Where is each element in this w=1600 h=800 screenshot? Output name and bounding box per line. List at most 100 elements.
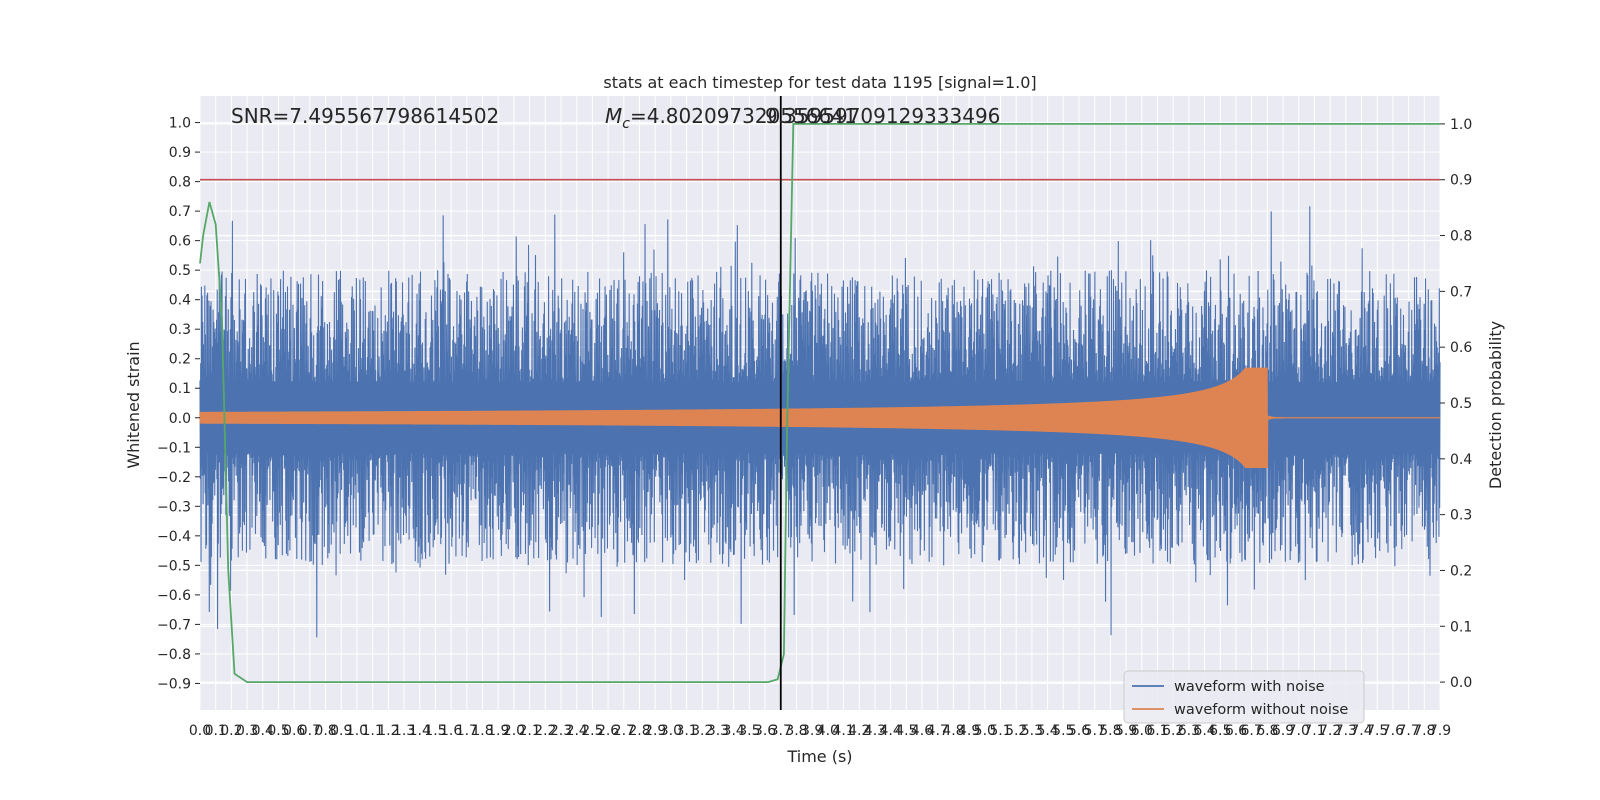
series-waveform-with-noise	[199, 206, 1441, 638]
x-tick-label: 1.4	[409, 723, 431, 739]
y-tick-label: 1.0	[169, 116, 191, 132]
x-tick-label: 4.3	[864, 723, 886, 739]
x-tick-label: 5.4	[1036, 723, 1058, 739]
y-tick-label: −0.6	[157, 588, 191, 604]
y-tick-label: −0.3	[157, 499, 191, 515]
y2-tick-label: 0.1	[1450, 619, 1472, 635]
y2-tick-label: 0.7	[1450, 284, 1472, 300]
x-tick-label: 4.6	[911, 723, 933, 739]
series-waveform-without-noise	[199, 367, 1440, 468]
clean-trace	[199, 367, 1440, 468]
probability-trace	[199, 123, 1440, 683]
x-tick-label: 3.1	[675, 723, 697, 739]
y-tick-label: −0.7	[157, 617, 191, 633]
x-tick-label: 2.5	[581, 723, 603, 739]
y-tick-label: 0.4	[169, 293, 191, 309]
y-axis-label: Whitened strain	[124, 341, 143, 468]
x-tick-label: 7.0	[1288, 723, 1310, 739]
x-tick-label: 5.5	[1052, 723, 1074, 739]
x-tick-label: 4.4	[880, 723, 902, 739]
y2-tick-label: 0.5	[1450, 396, 1472, 412]
y-tick-label: −0.8	[157, 647, 191, 663]
x-tick-label: 1.3	[393, 723, 415, 739]
noise-trace	[199, 206, 1441, 638]
y-tick-label: 0.2	[169, 352, 191, 368]
x-tick-label: 6.3	[1178, 723, 1200, 739]
x-tick-label: 7.5	[1366, 723, 1388, 739]
y-tick-label: 0.3	[169, 322, 191, 338]
x-tick-label: 5.3	[1021, 723, 1043, 739]
x-tick-label: 2.6	[597, 723, 619, 739]
x-tick-label: 6.7	[1241, 723, 1263, 739]
x-tick-label: 0.9	[330, 723, 352, 739]
x-tick-label: 0.4	[252, 723, 274, 739]
y-tick-label: −0.1	[157, 440, 191, 456]
x-tick-label: 4.0	[817, 723, 839, 739]
x-tick-label: 1.5	[424, 723, 446, 739]
x-tick-label: 1.7	[456, 723, 478, 739]
y2-tick-label: 0.4	[1450, 452, 1472, 468]
x-tick-label: 1.0	[346, 723, 368, 739]
x-tick-label: 1.2	[377, 723, 399, 739]
x-tick-label: 7.1	[1303, 723, 1325, 739]
x-tick-label: 3.5	[738, 723, 760, 739]
x-tick-label: 7.3	[1335, 723, 1357, 739]
y-tick-label: −0.5	[157, 558, 191, 574]
x-tick-label: 6.0	[1131, 723, 1153, 739]
x-axis-label: Time (s)	[786, 747, 852, 766]
y-tick-label: 0.8	[169, 175, 191, 191]
y-tick-label: 0.0	[169, 411, 191, 427]
y-tick-label: 0.6	[169, 234, 191, 250]
x-tick-label: 0.7	[299, 723, 321, 739]
x-tick-label: 3.7	[770, 723, 792, 739]
y-tick-label: −0.9	[157, 676, 191, 692]
x-tick-label: 0.0	[189, 723, 211, 739]
x-tick-label: 3.6	[754, 723, 776, 739]
x-tick-label: 0.2	[220, 723, 242, 739]
x-tick-label: 1.6	[440, 723, 462, 739]
x-tick-label: 4.9	[958, 723, 980, 739]
y-tick-label: −0.2	[157, 470, 191, 486]
overlap-annotation: 9.35959709129333496	[765, 104, 1000, 128]
x-tick-label: 6.6	[1225, 723, 1247, 739]
x-tick-label: 2.2	[534, 723, 556, 739]
legend-label-clean: waveform without noise	[1174, 702, 1348, 718]
x-tick-label: 4.5	[895, 723, 917, 739]
chirp-mass-annotation: Mc=4.802097320556641	[605, 104, 857, 132]
x-tick-label: 5.0	[974, 723, 996, 739]
x-tick-label: 4.8	[942, 723, 964, 739]
y-tick-label: −0.4	[157, 529, 191, 545]
x-tick-label: 6.5	[1209, 723, 1231, 739]
y2-tick-label: 1.0	[1450, 117, 1472, 133]
y-tick-label: 0.7	[169, 204, 191, 220]
y2-tick-label: 0.9	[1450, 173, 1472, 189]
x-tick-label: 7.4	[1350, 723, 1372, 739]
x-tick-label: 3.4	[723, 723, 745, 739]
x-tick-label: 3.3	[707, 723, 729, 739]
y2-axis-ticks: 1.0 0.9 0.8 0.7 0.6 0.5 0.4 0.3 0.2 0.1 0.0	[1440, 117, 1472, 691]
x-tick-label: 1.9	[487, 723, 509, 739]
x-tick-label: 7.7	[1397, 723, 1419, 739]
legend: waveform with noise waveform without noi…	[1123, 670, 1365, 724]
series-detection-probability	[199, 123, 1440, 683]
x-tick-label: 2.4	[566, 723, 588, 739]
x-tick-label: 7.9	[1429, 723, 1451, 739]
x-tick-label: 3.8	[785, 723, 807, 739]
x-tick-label: 0.8	[314, 723, 336, 739]
x-tick-label: 4.1	[832, 723, 854, 739]
x-tick-label: 1.1	[362, 723, 384, 739]
x-tick-label: 3.0	[660, 723, 682, 739]
x-tick-label: 7.6	[1382, 723, 1404, 739]
y2-tick-label: 0.8	[1450, 229, 1472, 245]
legend-label-noise: waveform with noise	[1174, 679, 1325, 695]
y2-tick-label: 0.3	[1450, 508, 1472, 524]
x-tick-label: 6.4	[1193, 723, 1215, 739]
x-tick-label: 5.7	[1084, 723, 1106, 739]
legend-box	[1123, 670, 1365, 724]
x-tick-label: 2.0	[503, 723, 525, 739]
x-tick-label: 5.9	[1115, 723, 1137, 739]
x-tick-label: 4.7	[927, 723, 949, 739]
y2-tick-label: 0.6	[1450, 340, 1472, 356]
x-tick-label: 0.3	[236, 723, 258, 739]
x-tick-label: 2.9	[644, 723, 666, 739]
